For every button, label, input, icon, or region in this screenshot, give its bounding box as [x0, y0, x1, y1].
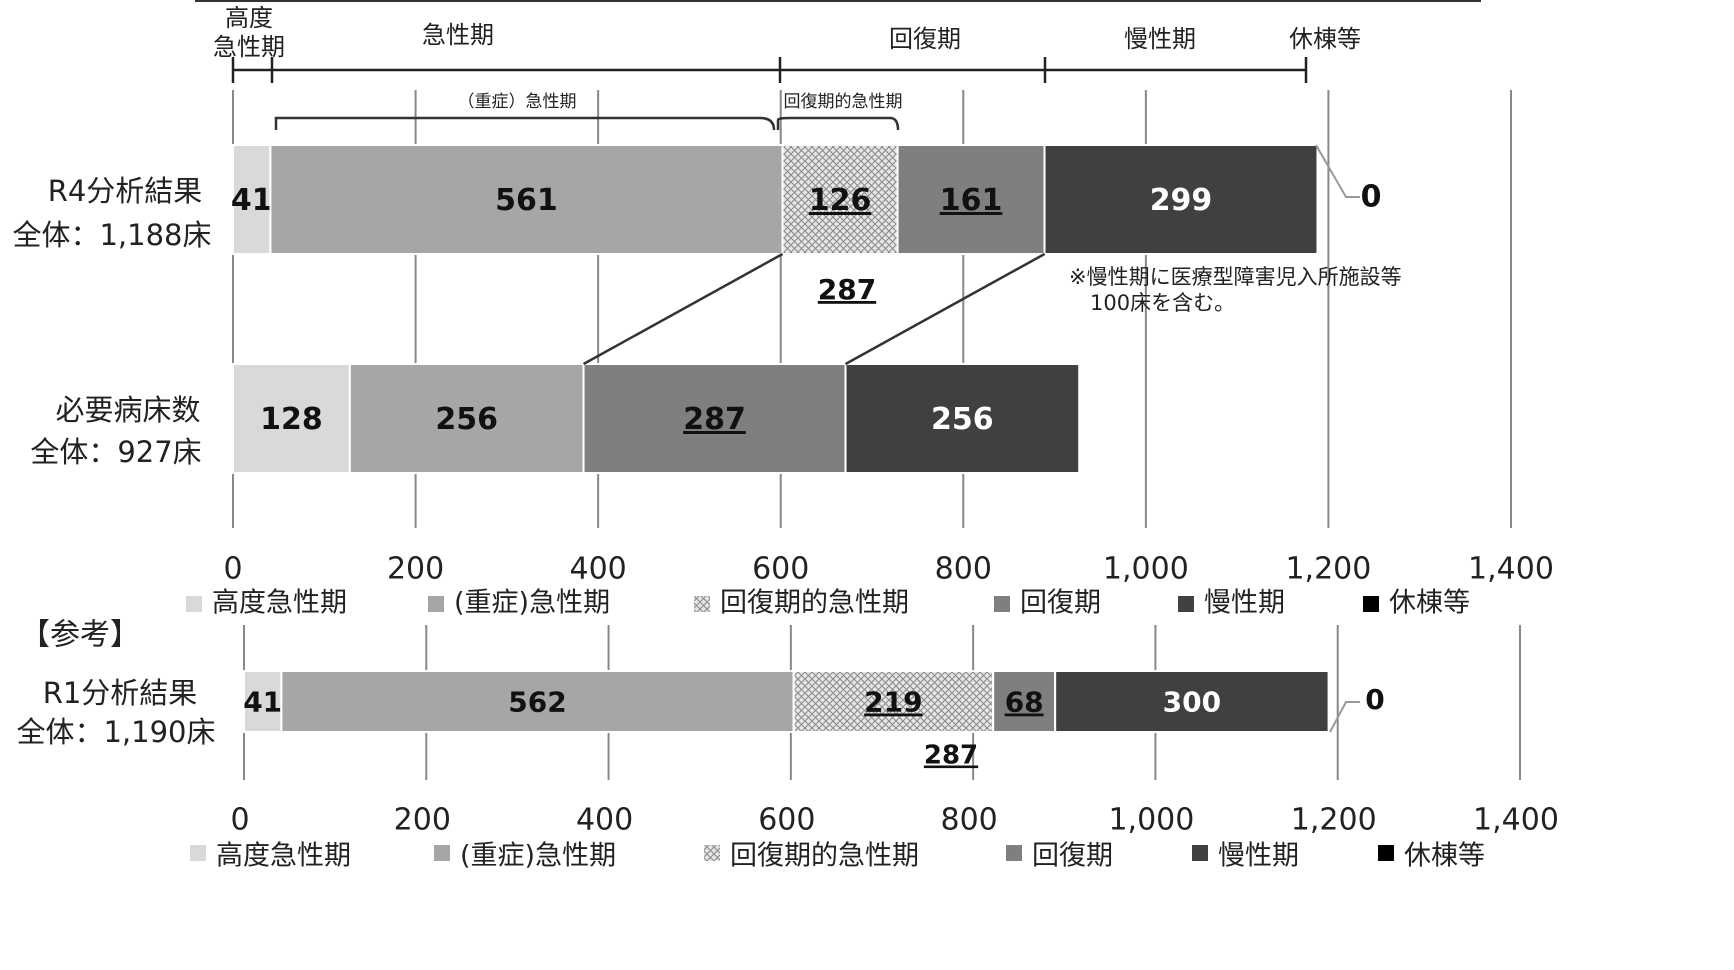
sum-label: 287 — [818, 273, 876, 306]
legend-label: 慢性期 — [1204, 588, 1285, 619]
data-label: 41 — [243, 686, 282, 719]
data-label: 68 — [1005, 686, 1044, 719]
legend-label: 回復期 — [1032, 841, 1113, 872]
row-total-label: 全体：1,188床 — [12, 218, 211, 252]
legend-swatch — [694, 596, 710, 612]
brace-severe — [274, 116, 776, 131]
row-label: R4分析結果 — [48, 174, 203, 208]
x-tick-label: 1,000 — [1108, 803, 1194, 838]
legend-label: 高度急性期 — [212, 588, 347, 619]
brace-recovery — [776, 116, 900, 131]
legend-label: 休棟等 — [1404, 841, 1485, 872]
x-tick-label: 400 — [576, 803, 633, 838]
phase-header-label: 急性期 — [213, 33, 285, 61]
legend-swatch — [1178, 596, 1194, 612]
phase-header-label: 慢性期 — [1124, 25, 1196, 53]
x-tick-label: 200 — [394, 803, 451, 838]
bar-segment — [1043, 144, 1319, 255]
data-label: 219 — [864, 686, 922, 719]
data-label: 300 — [1163, 686, 1221, 719]
row-label: R1分析結果 — [43, 676, 198, 710]
data-label: 161 — [940, 183, 1003, 218]
x-tick-label: 1,400 — [1473, 803, 1559, 838]
legend-label: 回復期 — [1020, 588, 1101, 619]
data-label: 299 — [1150, 183, 1213, 218]
x-tick-label: 600 — [758, 803, 815, 838]
legend-swatch — [994, 596, 1010, 612]
bar-segment — [896, 144, 1046, 255]
data-label: 256 — [931, 402, 994, 437]
legend-label: 慢性期 — [1218, 841, 1299, 872]
legend-label: (重症)急性期 — [454, 588, 610, 619]
phase-header-label: 高度 — [225, 4, 273, 32]
x-tick-label: 600 — [752, 552, 809, 587]
legend-label: 休棟等 — [1389, 588, 1470, 619]
data-label: 287 — [683, 402, 746, 437]
sum-label: 287 — [924, 741, 978, 771]
x-tick-label: 400 — [570, 552, 627, 587]
data-label: 256 — [435, 402, 498, 437]
row-total-label: 全体：1,190床 — [16, 715, 215, 749]
row-total-label: 全体：927床 — [30, 435, 201, 469]
section-title: 【参考】 — [20, 618, 140, 653]
legend-label: 高度急性期 — [216, 841, 351, 872]
legend-swatch — [704, 845, 720, 861]
legend-swatch — [186, 596, 202, 612]
bar-segment — [992, 670, 1057, 733]
legend-swatch — [434, 845, 450, 861]
phase-header-label: 急性期 — [422, 21, 494, 49]
x-tick-label: 1,200 — [1285, 552, 1371, 587]
x-tick-label: 0 — [223, 552, 242, 587]
brace-label: 回復期的急性期 — [784, 92, 903, 112]
connector-line — [844, 252, 1046, 366]
row-label: 必要病床数 — [55, 393, 200, 427]
zero-callout-line — [1329, 701, 1360, 733]
x-tick-label: 1,400 — [1468, 552, 1554, 587]
footnote-line: 100床を含む。 — [1069, 291, 1235, 315]
phase-header-label: 回復期 — [889, 25, 961, 53]
x-tick-label: 1,200 — [1291, 803, 1377, 838]
data-label: 126 — [809, 183, 872, 218]
legend-swatch — [1363, 596, 1379, 612]
bar-segment — [269, 144, 784, 255]
bar-segment — [792, 670, 995, 733]
data-label: 41 — [231, 183, 273, 218]
data-label: 128 — [260, 402, 323, 437]
bar-segment — [1054, 670, 1330, 733]
x-tick-label: 1,000 — [1103, 552, 1189, 587]
zero-callout-line — [1315, 144, 1360, 198]
data-label: 562 — [508, 686, 566, 719]
phase-header-label: 休棟等 — [1289, 25, 1361, 53]
legend-swatch — [1378, 845, 1394, 861]
data-label-zero: 0 — [1365, 683, 1384, 716]
x-tick-label: 800 — [935, 552, 992, 587]
brace-label: （重症）急性期 — [458, 92, 577, 112]
bar-segment — [582, 363, 847, 474]
legend-swatch — [428, 596, 444, 612]
bar-segment — [280, 670, 795, 733]
bar-segment — [348, 363, 585, 474]
data-label: 561 — [495, 183, 558, 218]
bar-segment — [232, 363, 351, 474]
legend-swatch — [1192, 845, 1208, 861]
legend-label: 回復期的急性期 — [730, 841, 919, 872]
legend-swatch — [1006, 845, 1022, 861]
bar-segment — [844, 363, 1081, 474]
legend-swatch — [190, 845, 206, 861]
footnote-line: ※慢性期に医療型障害児入所施設等 — [1069, 265, 1402, 289]
x-tick-label: 0 — [230, 803, 249, 838]
legend-label: 回復期的急性期 — [720, 588, 909, 619]
data-label-zero: 0 — [1361, 180, 1382, 215]
legend-label: (重症)急性期 — [460, 841, 616, 872]
connector-line — [582, 252, 784, 366]
bar-segment — [781, 144, 899, 255]
x-tick-label: 800 — [941, 803, 998, 838]
x-tick-label: 200 — [387, 552, 444, 587]
